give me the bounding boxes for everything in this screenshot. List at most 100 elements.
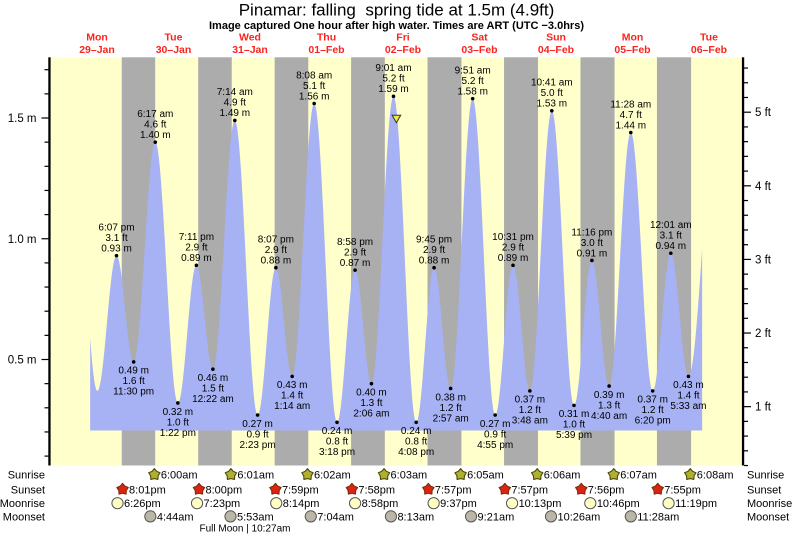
low-tide-ft: 1.4 ft (677, 391, 699, 402)
moonrise-circle (505, 497, 519, 510)
moonrise-time: 7:23pm (204, 498, 241, 510)
high-tide-ft: 5.1 ft (303, 81, 325, 92)
low-tide-ft: 1.6 ft (123, 376, 145, 387)
high-tide-m: 0.91 m (577, 248, 608, 259)
day-name-label: Thu (317, 32, 336, 44)
moonrise-circle (270, 497, 283, 510)
high-tide-time: 6:07 pm (98, 222, 134, 233)
tide-extremum-dot (414, 420, 418, 425)
tide-extremum-dot (607, 384, 611, 388)
high-tide-label: 7:14 am4.9 ft1.49 m (217, 87, 253, 119)
y-tick-left (41, 358, 49, 361)
y-tick-right (744, 420, 748, 422)
high-tide-ft: 3.0 ft (581, 238, 603, 249)
low-tide-m: 0.27 m (242, 419, 273, 430)
y-tick-right (744, 111, 751, 113)
moonrise-circle (190, 497, 204, 510)
high-tide-label: 9:45 pm2.9 ft0.88 m (416, 235, 452, 267)
high-tide-ft: 2.9 ft (502, 243, 524, 254)
high-tide-label: 9:01 am5.2 ft1.59 m (375, 63, 411, 95)
moonrise-time: 8:58pm (362, 498, 399, 510)
low-tide-ft: 0.9 ft (484, 429, 506, 440)
y-tick-right (744, 376, 748, 378)
high-tide-time: 8:58 pm (337, 237, 373, 248)
tide-extremum-dot (629, 130, 633, 135)
y-tick-left (44, 69, 49, 71)
low-tide-time: 3:18 pm (319, 447, 355, 458)
sunrise-time: 6:01am (237, 470, 274, 482)
high-tide-ft: 4.7 ft (620, 110, 642, 121)
high-tide-ft: 5.0 ft (541, 88, 563, 99)
y-tick-right (744, 391, 748, 393)
high-tide-ft: 2.9 ft (344, 247, 366, 258)
high-tide-label: 11:28 am4.7 ft1.44 m (610, 99, 651, 131)
sunrise-star (684, 468, 697, 480)
high-tide-label: 7:11 pm2.9 ft0.89 m (179, 232, 214, 264)
low-tide-time: 2:06 am (353, 408, 389, 419)
high-tide-label: 12:01 am3.1 ft0.94 m (650, 220, 692, 252)
moonset-time: 9:21am (478, 511, 515, 523)
tide-extremum-dot (153, 140, 158, 144)
tide-extremum-dot (274, 265, 278, 270)
moonset-circle (304, 510, 317, 523)
moonset-circle (224, 510, 237, 523)
high-tide-m: 1.44 m (616, 120, 647, 131)
day-name-label: Fri (396, 32, 410, 44)
current-time-marker (391, 114, 402, 124)
y-axis-label-left: 0.5 m (8, 355, 37, 367)
low-tide-ft: 1.2 ft (440, 403, 462, 414)
moonrise-circle (584, 497, 597, 510)
y-tick-right (744, 214, 748, 216)
y-tick-right (744, 96, 748, 99)
low-tide-time: 1:22 pm (160, 428, 196, 439)
low-tide-m: 0.38 m (435, 392, 466, 403)
tide-extremum-dot (650, 389, 655, 393)
low-tide-ft: 1.0 ft (563, 420, 585, 431)
tide-extremum-dot (335, 420, 339, 425)
low-tide-time: 2:57 am (433, 413, 469, 424)
day-name-label: Sat (471, 32, 488, 44)
moonrise-time: 10:46pm (597, 498, 640, 510)
y-tick-right (744, 155, 748, 157)
moonrise-time: 8:14pm (283, 498, 320, 510)
low-tide-label: 0.24 m0.8 ft4:08 pm (398, 426, 434, 458)
sunrise-time: 6:02am (314, 470, 351, 482)
low-tide-time: 1:14 am (274, 401, 310, 412)
moonset-circle (624, 510, 637, 523)
high-tide-m: 1.49 m (220, 108, 251, 119)
y-tick-left (44, 334, 49, 336)
low-tide-ft: 1.5 ft (202, 383, 224, 394)
sunrise-star (530, 468, 544, 480)
day-date-label: 03–Feb (461, 44, 497, 56)
sunrise-star (607, 468, 620, 480)
low-tide-m: 0.24 m (401, 426, 432, 437)
high-tide-label: 11:16 pm3.0 ft0.91 m (571, 227, 612, 259)
day-name-label: Tue (165, 32, 183, 44)
day-date-label: 01–Feb (308, 44, 344, 56)
y-tick-right (744, 435, 748, 437)
chart-subtitle: Image captured One hour after high water… (209, 20, 584, 32)
y-tick-right (744, 450, 748, 452)
y-tick-left (44, 310, 49, 312)
row-label-moonset-right: Moonset (747, 511, 789, 523)
sunset-star (116, 482, 129, 495)
moonset-circle (384, 510, 398, 523)
moonrise-time: 6:26pm (124, 498, 161, 510)
high-tide-m: 1.59 m (378, 84, 409, 95)
moonset-time: 7:04am (317, 511, 354, 523)
low-tide-label: 0.32 m1.0 ft1:22 pm (160, 407, 196, 439)
moonset-circle (544, 510, 558, 523)
moonset-circle (144, 510, 157, 523)
high-tide-ft: 4.6 ft (144, 119, 166, 130)
day-name-label: Tue (700, 32, 718, 44)
tide-extremum-dot (432, 265, 436, 270)
moonset-time: 5:53am (237, 511, 274, 523)
sunset-star (345, 482, 359, 495)
day-date-label: 05–Feb (614, 44, 650, 56)
low-tide-label: 0.40 m1.3 ft2:06 am (353, 387, 389, 419)
low-tide-label: 0.39 m1.3 ft4:40 am (591, 390, 627, 422)
high-tide-time: 9:51 am (455, 65, 491, 76)
